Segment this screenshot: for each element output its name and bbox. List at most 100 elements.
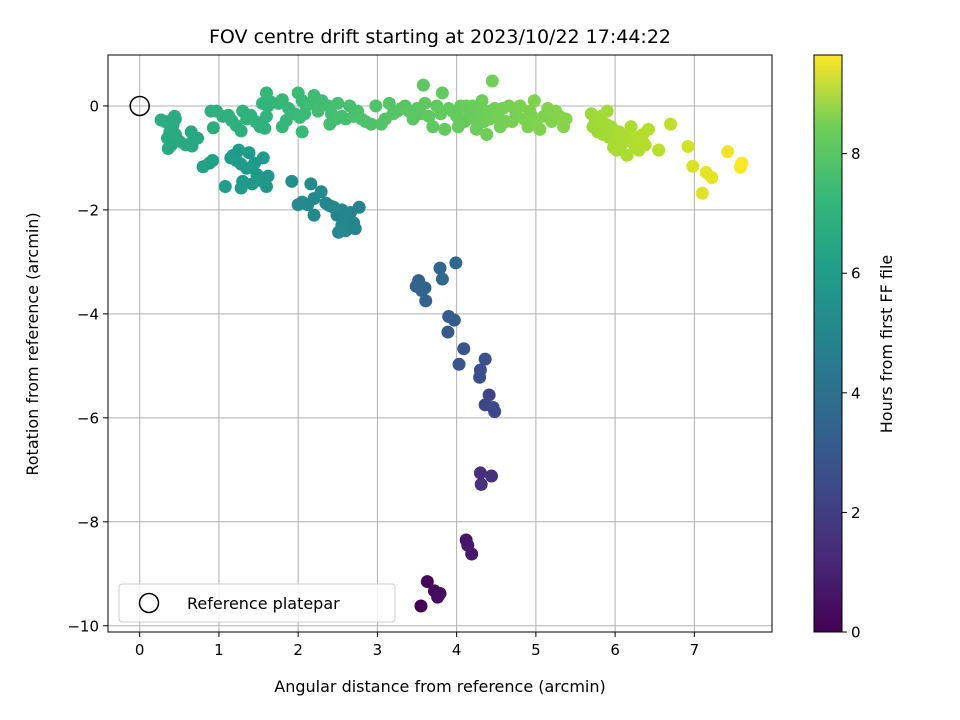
data-point (258, 121, 272, 135)
data-point (259, 109, 273, 123)
data-point (475, 94, 489, 108)
data-point (513, 99, 527, 113)
data-point (465, 547, 479, 561)
x-tick-label: 2 (293, 641, 303, 659)
data-point (721, 145, 735, 159)
data-point (382, 96, 396, 110)
x-tick-label: 5 (531, 641, 541, 659)
data-point (285, 174, 299, 188)
data-point (416, 78, 430, 92)
data-point (236, 104, 250, 118)
data-point (433, 261, 447, 275)
y-axis-ticks: 0 −2 −4 −6 −8 −10 (67, 97, 108, 635)
data-point (480, 128, 494, 142)
legend-box (118, 583, 396, 623)
data-point (352, 200, 366, 214)
data-point (638, 138, 652, 152)
data-point (311, 104, 325, 118)
colorbar: 0 2 4 6 8 Hours from first FF file (813, 54, 896, 642)
data-point (624, 120, 638, 134)
data-point (447, 313, 461, 327)
legend: Reference platepar (118, 583, 396, 623)
x-tick-label: 0 (135, 641, 145, 659)
data-point (196, 160, 210, 174)
colorbar-tick-label: 8 (851, 145, 861, 163)
data-point (478, 352, 492, 366)
data-point (527, 94, 541, 108)
data-points (154, 74, 749, 613)
y-tick-label: 0 (89, 97, 99, 115)
data-point (414, 599, 428, 613)
data-point (323, 117, 337, 131)
data-point (735, 156, 749, 170)
x-tick-label: 6 (610, 641, 620, 659)
data-point (419, 294, 433, 308)
data-point (441, 325, 455, 339)
data-point (234, 181, 248, 195)
data-point (695, 186, 709, 200)
data-point (234, 124, 248, 138)
y-tick-label: −6 (77, 409, 99, 427)
data-point (474, 477, 488, 491)
data-point (681, 139, 695, 153)
data-point (331, 96, 345, 110)
x-tick-label: 4 (452, 641, 462, 659)
plot-frame (107, 54, 773, 633)
data-point (420, 575, 434, 589)
colorbar-tick-label: 4 (851, 384, 861, 402)
data-point (332, 225, 346, 239)
colorbar-label: Hours from first FF file (877, 255, 896, 434)
data-point (161, 142, 175, 156)
data-point (364, 117, 378, 131)
reference-platepar-marker (129, 95, 150, 117)
data-point (418, 281, 432, 295)
x-tick-label: 3 (373, 641, 383, 659)
data-point (206, 121, 220, 135)
y-axis-label: Rotation from reference (arcmin) (23, 212, 42, 475)
colorbar-tick-label: 2 (851, 504, 861, 522)
data-point (473, 466, 487, 480)
data-point (664, 117, 678, 131)
data-point (327, 200, 341, 214)
data-point (369, 99, 383, 113)
data-point (259, 180, 273, 194)
data-point (418, 96, 432, 110)
data-point (291, 198, 305, 212)
colorbar-tick-label: 0 (851, 624, 861, 642)
chart-title: FOV centre drift starting at 2023/10/22 … (209, 26, 671, 48)
data-point (533, 122, 547, 136)
data-point (435, 272, 449, 286)
data-point (242, 146, 256, 160)
data-point (295, 125, 309, 139)
data-point (261, 169, 275, 183)
data-point (438, 122, 452, 136)
x-tick-label: 7 (690, 641, 700, 659)
data-point (293, 110, 307, 124)
colorbar-ticks: 0 2 4 6 8 (842, 145, 861, 642)
data-point (641, 122, 655, 136)
data-point (314, 185, 328, 199)
x-axis-label: Angular distance from reference (arcmin) (274, 677, 605, 696)
x-tick-label: 1 (214, 641, 224, 659)
colorbar-tick-label: 6 (851, 265, 861, 283)
data-point (482, 388, 496, 402)
data-point (652, 143, 666, 157)
y-tick-label: −10 (67, 617, 99, 635)
colorbar-gradient (813, 54, 843, 633)
data-point (488, 405, 502, 419)
data-point (168, 109, 182, 123)
legend-marker-icon (138, 592, 160, 614)
x-axis-ticks: 0 1 2 3 4 5 6 7 (135, 632, 699, 659)
data-point (559, 112, 573, 126)
y-tick-label: −8 (77, 513, 99, 531)
data-point (452, 357, 466, 371)
data-point (348, 222, 362, 236)
data-point (232, 143, 246, 157)
data-point (435, 86, 449, 100)
data-point (485, 74, 499, 88)
data-point (248, 156, 262, 170)
data-point (485, 469, 499, 483)
data-point (449, 256, 463, 270)
y-tick-label: −4 (77, 305, 99, 323)
